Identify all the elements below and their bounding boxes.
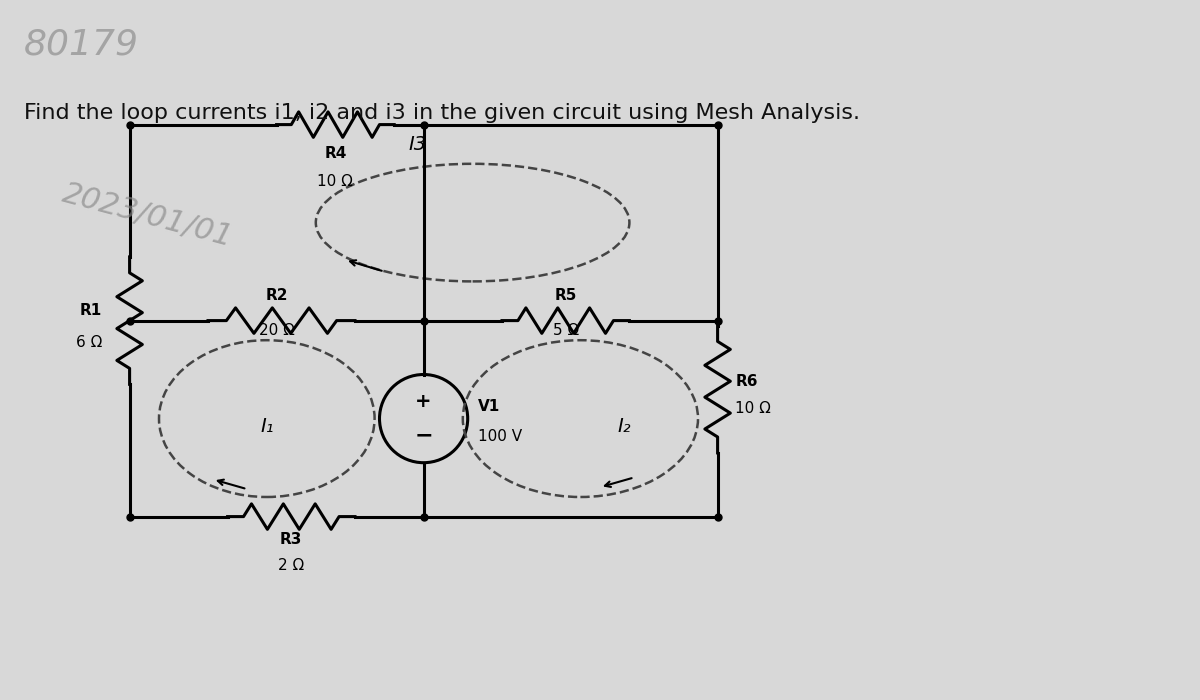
Text: 5 Ω: 5 Ω bbox=[552, 323, 578, 337]
Text: 6 Ω: 6 Ω bbox=[76, 335, 102, 350]
Text: 2 Ω: 2 Ω bbox=[278, 558, 305, 573]
Text: I₂: I₂ bbox=[618, 417, 631, 436]
Text: V1: V1 bbox=[478, 399, 499, 414]
Text: −: − bbox=[414, 426, 433, 445]
Text: 100 V: 100 V bbox=[478, 428, 522, 444]
Text: R1: R1 bbox=[80, 303, 102, 319]
Text: R4: R4 bbox=[324, 146, 347, 161]
Text: 10 Ω: 10 Ω bbox=[318, 174, 353, 188]
Text: 10 Ω: 10 Ω bbox=[736, 401, 772, 416]
Text: I₁: I₁ bbox=[260, 417, 274, 436]
Text: 80179: 80179 bbox=[24, 27, 139, 62]
Text: 2023/01/01: 2023/01/01 bbox=[59, 178, 236, 252]
Text: +: + bbox=[415, 392, 432, 412]
Text: 20 Ω: 20 Ω bbox=[259, 323, 294, 337]
Text: Find the loop currents i1, i2 and i3 in the given circuit using Mesh Analysis.: Find the loop currents i1, i2 and i3 in … bbox=[24, 103, 859, 123]
Text: I3: I3 bbox=[409, 134, 427, 154]
Text: R3: R3 bbox=[280, 532, 302, 547]
Text: R2: R2 bbox=[265, 288, 288, 303]
Text: R5: R5 bbox=[554, 288, 577, 303]
Text: R6: R6 bbox=[736, 374, 757, 389]
